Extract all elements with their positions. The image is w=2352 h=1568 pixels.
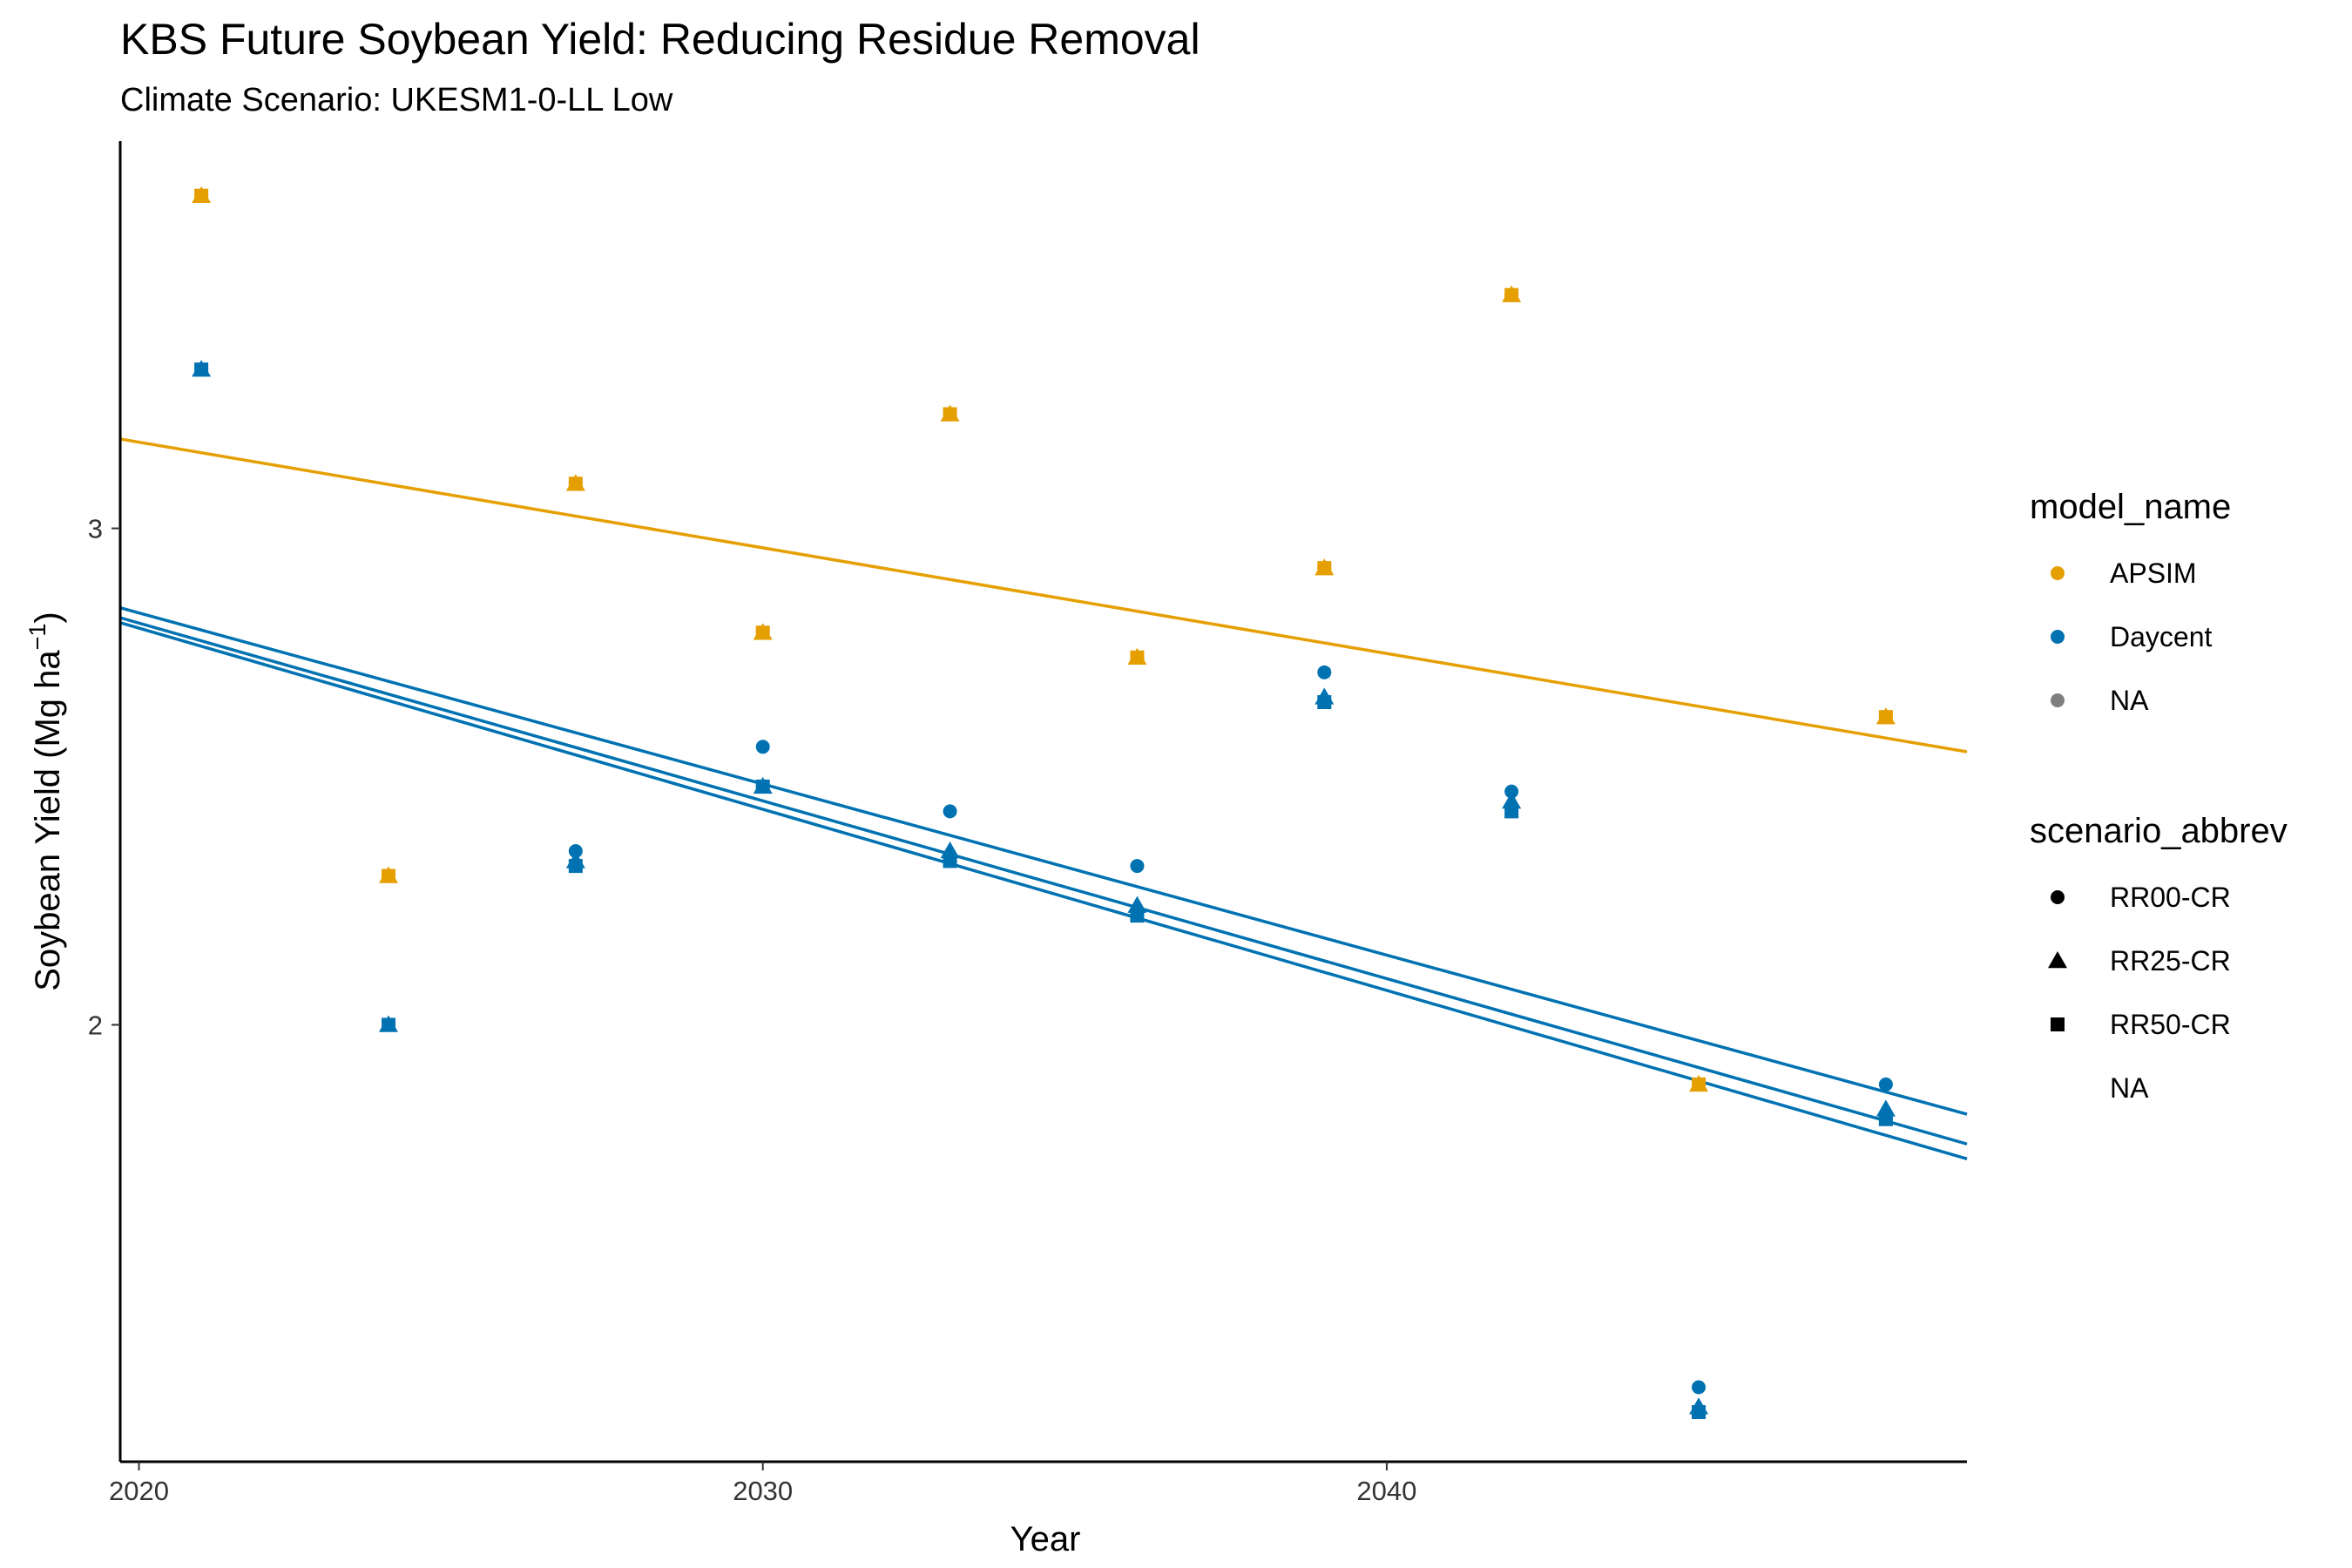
trend-line-apsim bbox=[119, 437, 1968, 754]
data-point-apsim-rr50-cr bbox=[1692, 1077, 1707, 1092]
data-point-daycent-rr00-cr bbox=[1878, 1077, 1893, 1092]
legend-title: model_name bbox=[2030, 488, 2231, 526]
x-tick-label: 2020 bbox=[109, 1476, 169, 1506]
legend-key-circle bbox=[2051, 693, 2065, 707]
plot-area bbox=[119, 186, 1968, 1420]
x-tick-label: 2040 bbox=[1356, 1476, 1416, 1506]
y-tick-label: 2 bbox=[88, 1010, 103, 1040]
data-point-daycent-rr50-cr bbox=[194, 362, 209, 377]
legend-entry-label: NA bbox=[2110, 685, 2149, 716]
data-point-daycent-rr00-cr bbox=[1692, 1380, 1707, 1395]
data-point-daycent-rr00-cr bbox=[755, 740, 770, 754]
data-point-apsim-rr50-cr bbox=[194, 188, 209, 203]
legend-key-circle bbox=[2051, 630, 2065, 644]
data-point-apsim-rr50-cr bbox=[1317, 561, 1332, 576]
x-tick-label: 2030 bbox=[733, 1476, 793, 1506]
data-point-daycent-rr00-cr bbox=[1130, 859, 1145, 874]
data-points bbox=[192, 186, 1896, 1420]
legend-key-square bbox=[2051, 1017, 2065, 1031]
data-point-apsim-rr50-cr bbox=[568, 476, 583, 491]
y-axis-title: Soybean Yield (Mg ha−1) bbox=[24, 612, 67, 991]
x-axis-title: Year bbox=[1010, 1520, 1081, 1558]
trend-line-daycent bbox=[119, 606, 1968, 1116]
legend-entry-label: RR25-CR bbox=[2110, 945, 2231, 977]
data-point-daycent-rr50-cr bbox=[1878, 1112, 1893, 1126]
legend-title: scenario_abbrev bbox=[2030, 812, 2288, 850]
data-point-apsim-rr50-cr bbox=[755, 625, 770, 640]
trend-line-daycent bbox=[119, 616, 1968, 1146]
data-point-daycent-rr50-cr bbox=[943, 854, 957, 868]
data-point-apsim-rr50-cr bbox=[381, 868, 395, 883]
data-point-daycent-rr50-cr bbox=[755, 779, 770, 794]
legend-key-circle bbox=[2051, 890, 2065, 904]
data-point-daycent-rr00-cr bbox=[1317, 665, 1332, 679]
data-point-daycent-rr50-cr bbox=[1130, 909, 1145, 923]
y-axis-title-text: Soybean Yield (Mg ha bbox=[29, 650, 67, 991]
data-point-apsim-rr50-cr bbox=[1130, 650, 1145, 665]
trend-lines bbox=[119, 437, 1968, 1161]
legend-entry-label: NA bbox=[2110, 1072, 2149, 1104]
data-point-apsim-rr50-cr bbox=[1504, 287, 1519, 302]
y-axis-title-superscript: −1 bbox=[24, 624, 51, 651]
data-point-daycent-rr00-cr bbox=[1504, 784, 1519, 799]
data-point-daycent-rr50-cr bbox=[1504, 804, 1519, 819]
data-point-daycent-rr00-cr bbox=[568, 843, 583, 858]
trend-line-daycent bbox=[119, 621, 1968, 1161]
legend-entry-label: RR50-CR bbox=[2110, 1009, 2231, 1040]
y-axis-ticks: 23 bbox=[88, 514, 120, 1040]
x-axis-ticks: 2020 2030 2040 bbox=[109, 1462, 1416, 1506]
data-point-daycent-rr50-cr bbox=[1692, 1405, 1707, 1420]
legend-entry-label: RR00-CR bbox=[2110, 882, 2231, 913]
data-point-daycent-rr50-cr bbox=[568, 859, 583, 874]
data-point-apsim-rr50-cr bbox=[943, 407, 957, 422]
y-axis-title-close: ) bbox=[29, 612, 67, 623]
chart-title: KBS Future Soybean Yield: Reducing Resid… bbox=[120, 15, 1200, 64]
data-point-apsim-rr50-cr bbox=[1878, 710, 1893, 725]
y-tick-label: 3 bbox=[88, 514, 103, 544]
chart-subtitle: Climate Scenario: UKESM1-0-LL Low bbox=[120, 82, 673, 118]
legend: model_name APSIM Daycent NA scenario_abbrev R… bbox=[2030, 488, 2288, 1104]
legend-key-circle bbox=[2051, 566, 2065, 580]
data-point-daycent-rr50-cr bbox=[1317, 695, 1332, 710]
legend-entry-label: APSIM bbox=[2110, 558, 2197, 589]
legend-key-triangle bbox=[2048, 951, 2067, 969]
legend-entry-label: Daycent bbox=[2110, 621, 2213, 652]
data-point-daycent-rr00-cr bbox=[943, 804, 957, 819]
data-point-daycent-rr50-cr bbox=[381, 1017, 395, 1032]
